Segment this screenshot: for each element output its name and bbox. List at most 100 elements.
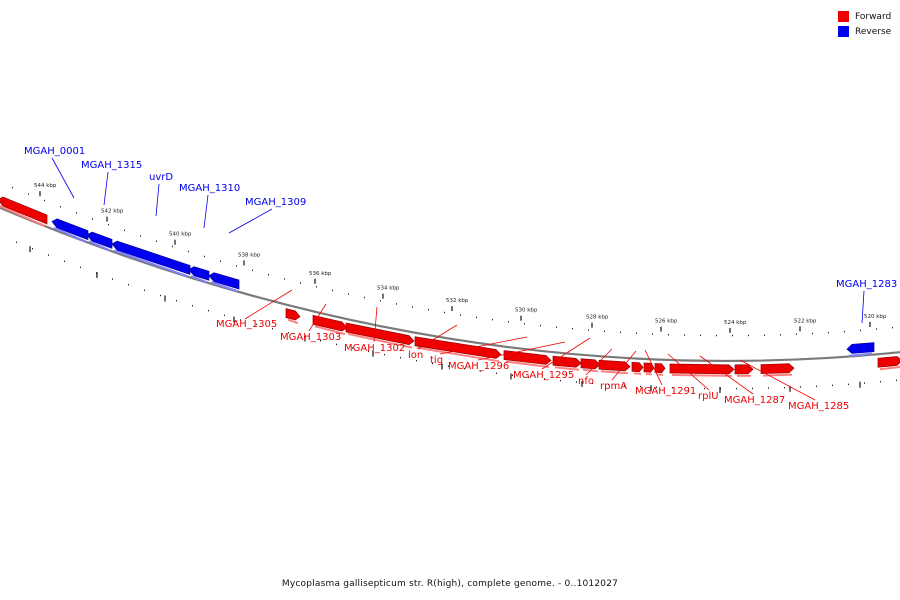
gene-blocks	[0, 196, 900, 377]
forward-gene-1	[312, 314, 348, 336]
forward-gene-8	[631, 361, 644, 375]
gene-label-forward: MGAH_1303	[280, 332, 341, 343]
minor-tick	[892, 326, 893, 329]
gene-label-reverse: MGAH_1283	[836, 279, 897, 290]
leader-line-forward	[244, 289, 293, 320]
minor-tick	[316, 286, 317, 288]
minor-tick	[828, 331, 829, 334]
tick-label: 534 kbp	[377, 286, 400, 292]
minor-tick	[860, 329, 861, 332]
reverse-gene-3	[188, 266, 210, 284]
minor-tick	[700, 334, 701, 337]
forward-gene-8-shadow	[633, 372, 642, 375]
leader-line-reverse	[228, 208, 273, 234]
minor-tick	[848, 383, 849, 386]
genome-caption: Mycoplasma gallisepticum str. R(high), c…	[281, 579, 619, 589]
reverse-gene-5-shadow	[848, 352, 873, 357]
minor-tick	[684, 334, 685, 336]
minor-tick	[124, 229, 125, 232]
leader-line-reverse	[203, 194, 209, 229]
forward-gene-edge-left	[0, 196, 48, 227]
tick-label: 532 kbp	[446, 298, 469, 304]
legend-forward: Forward	[838, 9, 891, 24]
forward-gene-14	[877, 356, 900, 371]
minor-tick	[748, 334, 749, 337]
reverse-gene-4-body	[208, 272, 240, 290]
forward-gene-12	[734, 364, 754, 377]
legend-reverse-label: Reverse	[855, 26, 892, 37]
forward-gene-0-body	[285, 308, 301, 321]
gene-label-forward: MGAH_1285	[788, 401, 849, 412]
reverse-gene-2-body	[111, 240, 191, 275]
minor-tick	[272, 328, 273, 330]
minor-tick	[476, 316, 477, 319]
minor-tick	[588, 329, 589, 331]
tick-label: 542 kbp	[101, 209, 124, 215]
forward-gene-11-shadow	[671, 374, 733, 377]
minor-tick	[544, 378, 545, 380]
minor-tick	[640, 385, 641, 388]
minor-tick	[268, 273, 269, 276]
minor-tick	[156, 240, 157, 242]
minor-tick	[876, 328, 877, 330]
minor-tick	[444, 311, 445, 314]
minor-tick	[604, 330, 605, 332]
reverse-gene-3-body	[188, 266, 210, 281]
minor-tick	[668, 333, 669, 336]
forward-gene-13-shadow	[762, 373, 793, 377]
leader-line-forward	[417, 324, 458, 350]
minor-tick	[624, 384, 625, 387]
minor-tick	[348, 293, 349, 295]
minor-tick	[572, 328, 573, 330]
leader-line-forward	[373, 306, 378, 343]
forward-gene-7-body	[598, 359, 631, 372]
minor-tick	[48, 254, 49, 256]
forward-swatch	[838, 11, 849, 22]
minor-tick	[448, 365, 449, 367]
forward-gene-14-body	[877, 356, 900, 368]
minor-tick	[240, 319, 241, 321]
forward-gene-9-body	[643, 362, 655, 373]
tick-label: 538 kbp	[238, 252, 261, 258]
minor-tick	[764, 334, 765, 336]
minor-tick	[140, 235, 141, 237]
tick-label: 536 kbp	[309, 271, 332, 277]
forward-gene-0	[285, 308, 301, 325]
minor-tick	[224, 314, 225, 317]
tick-label: 544 kbp	[34, 183, 57, 189]
minor-tick	[332, 289, 333, 292]
forward-gene-edge-left-body	[0, 196, 48, 225]
minor-tick	[432, 362, 433, 365]
forward-gene-10	[654, 363, 666, 376]
minor-tick	[208, 309, 209, 312]
gene-label-forward: rplU	[698, 391, 719, 402]
forward-gene-3-body	[414, 336, 502, 359]
forward-gene-6-body	[580, 358, 601, 370]
leader-line-forward	[699, 355, 754, 395]
reverse-gene-4-shadow	[210, 281, 238, 292]
minor-tick	[172, 245, 173, 248]
minor-tick	[496, 372, 497, 374]
minor-tick	[688, 387, 689, 389]
forward-gene-12-body	[734, 364, 754, 375]
reverse-gene-2	[111, 240, 191, 278]
leader-lines	[51, 157, 865, 401]
forward-gene-2-body	[345, 322, 415, 345]
minor-tick	[492, 318, 493, 321]
minor-tick	[76, 212, 77, 214]
minor-tick	[752, 387, 753, 390]
minor-tick	[384, 353, 385, 356]
minor-tick	[508, 321, 509, 323]
forward-gene-2-shadow	[347, 332, 413, 349]
forward-gene-10-body	[654, 363, 666, 374]
reverse-gene-4	[208, 272, 240, 292]
forward-gene-4-body	[503, 350, 552, 365]
forward-gene-3-shadow	[416, 346, 500, 363]
minor-tick	[832, 384, 833, 387]
reverse-gene-5	[846, 342, 875, 357]
leader-line-reverse	[155, 183, 160, 217]
gene-labels: MGAH_0001 MGAH_1315 uvrD MGAH_1310 MGAH_1309…	[24, 146, 897, 412]
minor-tick	[352, 347, 353, 349]
gene-label-reverse: MGAH_1309	[245, 197, 306, 208]
minor-tick	[320, 339, 321, 342]
